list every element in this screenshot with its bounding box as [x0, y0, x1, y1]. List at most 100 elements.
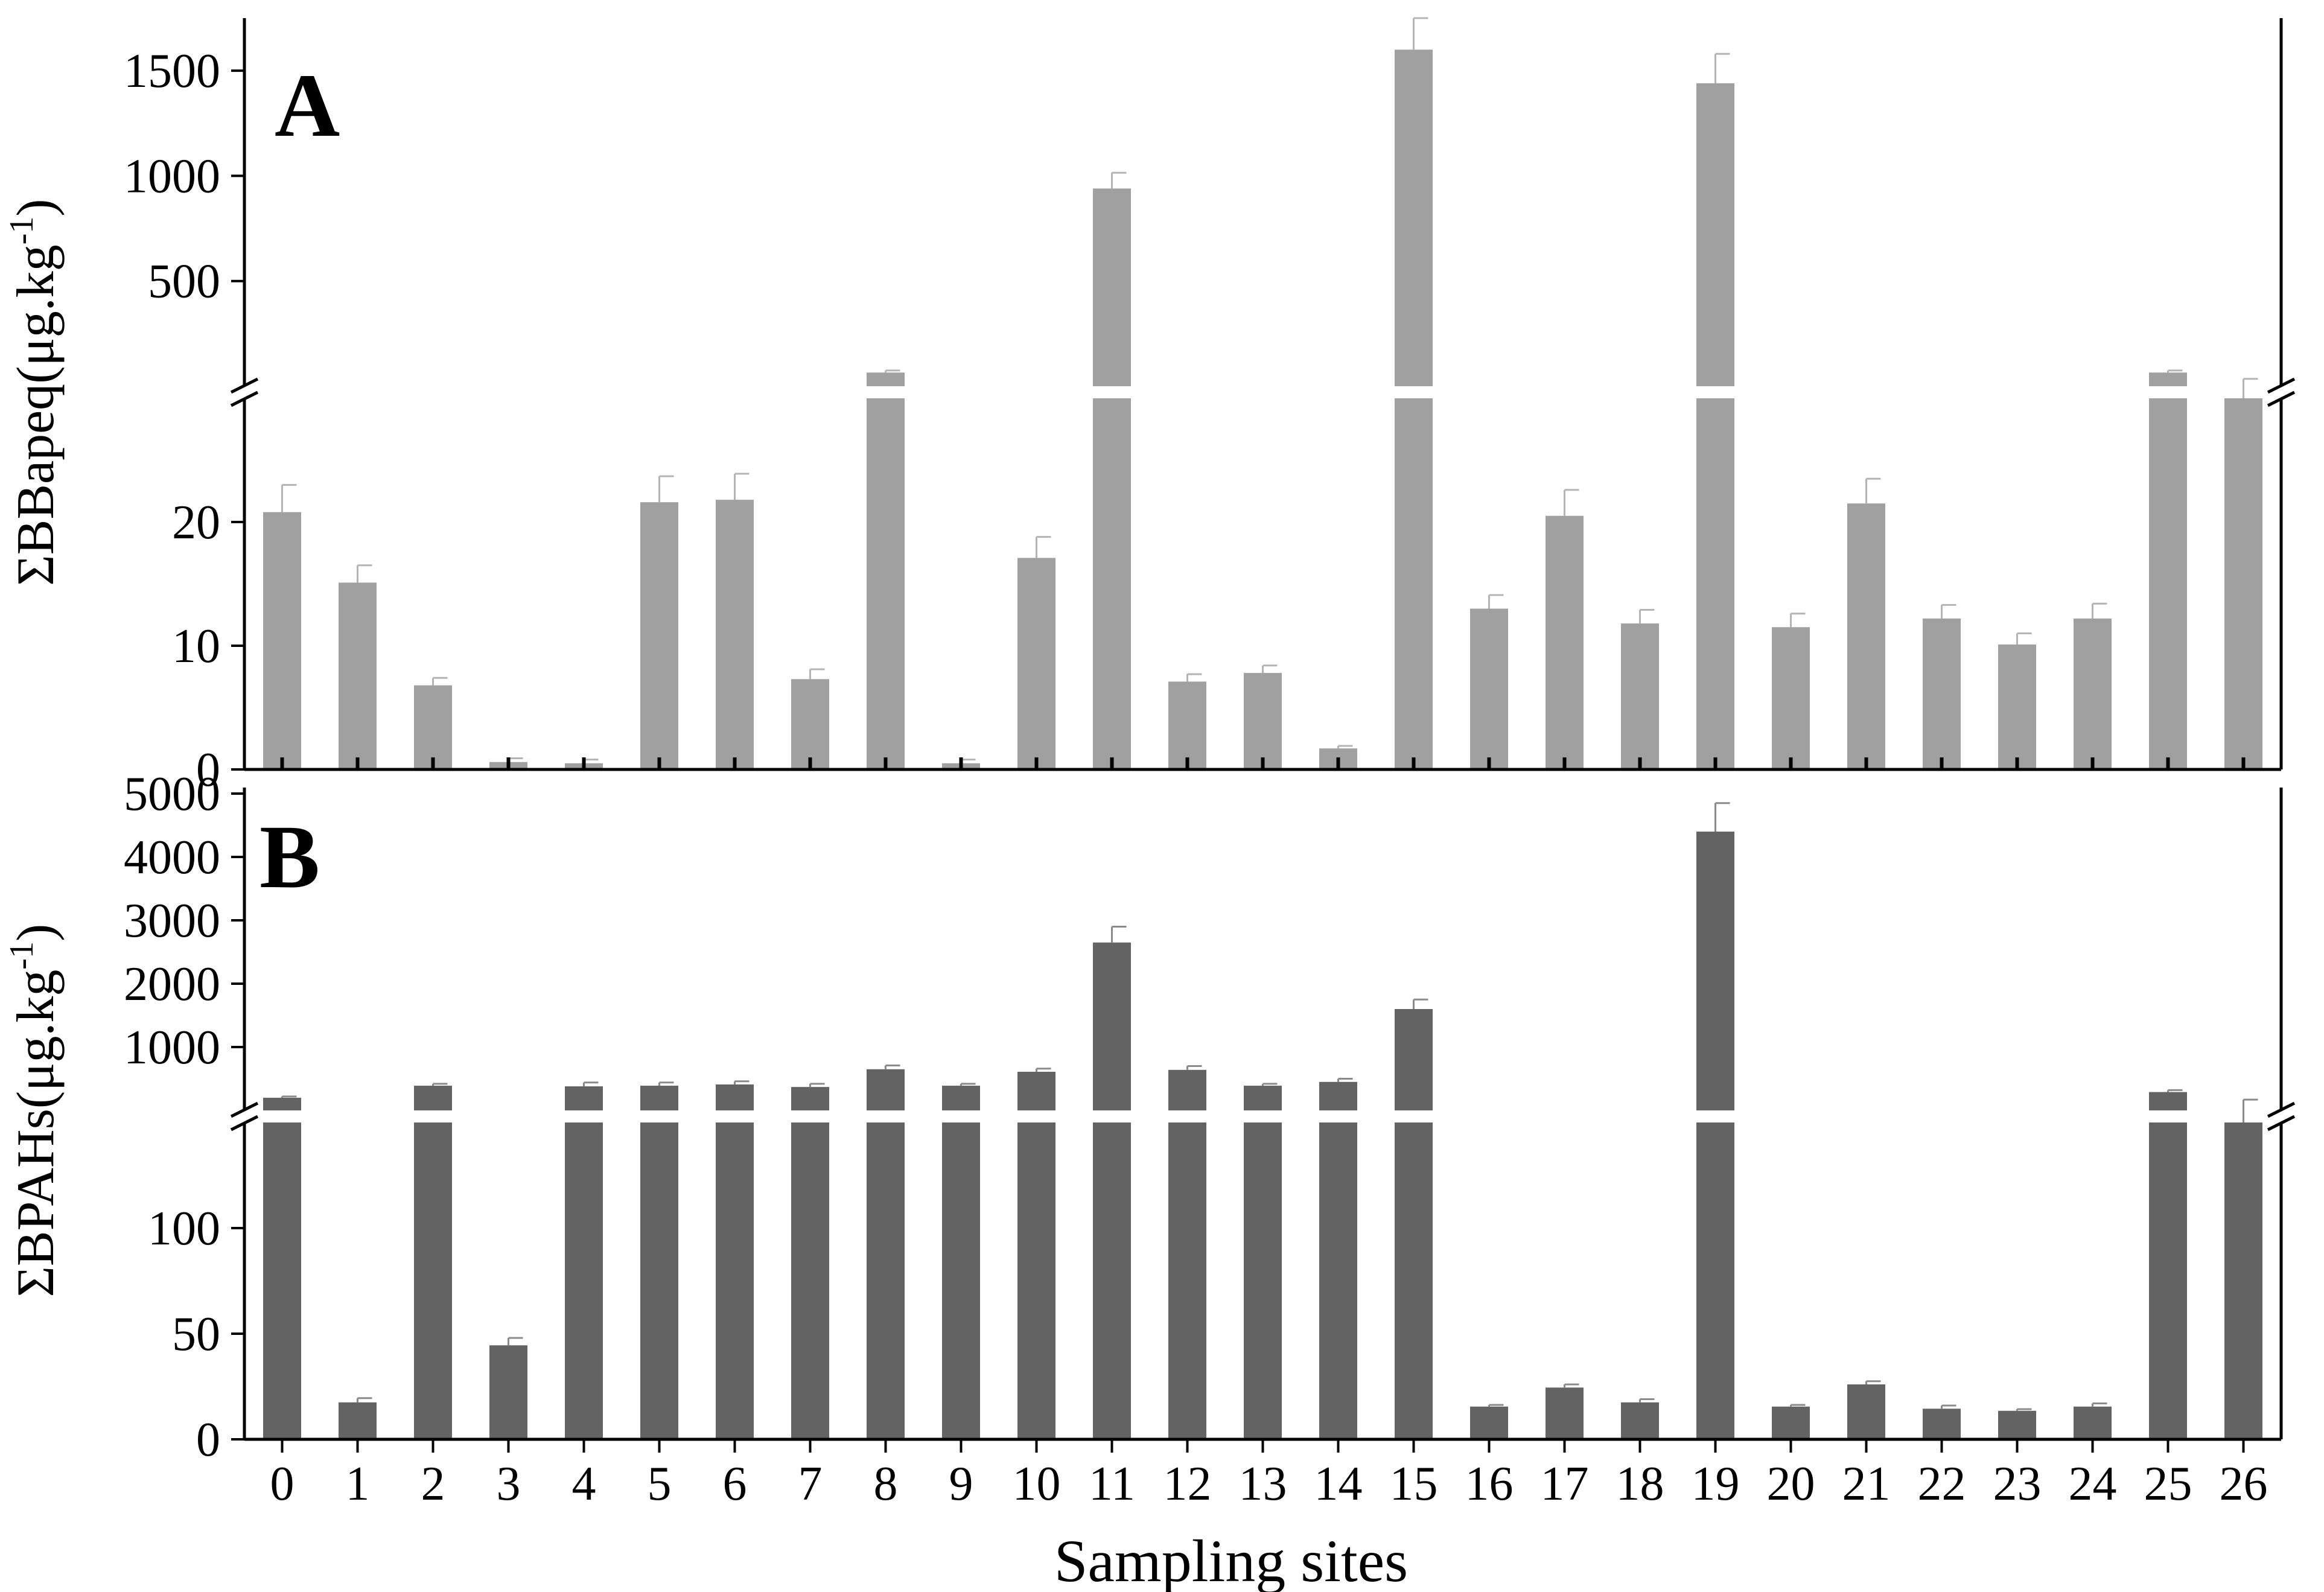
- error-bar-site-6: [734, 473, 750, 500]
- x-tick-label-16: 16: [1465, 1457, 1514, 1511]
- bar-site-16: [1470, 1406, 1508, 1439]
- error-bar-site-19: [1714, 802, 1730, 832]
- bar-site-18: [1621, 623, 1659, 769]
- error-bar-site-2: [432, 677, 448, 686]
- panel-label-b: B: [259, 807, 320, 907]
- bar-break-gap: [262, 1110, 302, 1122]
- x-tick-label-17: 17: [1541, 1457, 1589, 1511]
- axis-break-gap: [2274, 1110, 2288, 1122]
- bar-break-gap: [941, 1110, 981, 1122]
- error-bar-site-14: [1337, 1078, 1353, 1082]
- y-tick-label-1000: 1000: [124, 1021, 220, 1074]
- bar-site-13: [1244, 1086, 1282, 1439]
- axis-break-gap: [2274, 386, 2288, 398]
- bar-site-23: [1998, 1410, 2036, 1439]
- bar-site-12: [1168, 1069, 1206, 1439]
- error-bar-site-19: [1714, 53, 1730, 84]
- bar-site-25: [2149, 372, 2187, 769]
- x-tick-label-2: 2: [421, 1457, 445, 1511]
- error-bar-site-25: [2167, 369, 2183, 373]
- error-bar-site-12: [1186, 673, 1202, 682]
- bar-site-0: [263, 512, 301, 769]
- error-bar-site-14: [1337, 745, 1353, 749]
- error-bar-site-5: [658, 475, 674, 503]
- error-bar-site-16: [1488, 594, 1504, 609]
- axis-break-left: [230, 377, 259, 407]
- bar-site-7: [791, 1087, 829, 1439]
- bar-site-15: [1395, 49, 1433, 769]
- bar-site-23: [1998, 644, 2036, 769]
- y-tick-label-0: 0: [196, 1413, 220, 1466]
- bar-site-20: [1772, 1406, 1810, 1439]
- error-bar-site-3: [508, 757, 523, 762]
- error-bar-site-20: [1790, 613, 1806, 628]
- bar-break-gap: [639, 1110, 680, 1122]
- error-bar-site-0: [281, 1095, 297, 1098]
- error-bar-site-9: [960, 1083, 976, 1086]
- bar-break-gap: [865, 386, 906, 398]
- bar-break-gap: [1318, 1110, 1358, 1122]
- error-bar-site-9: [960, 759, 976, 763]
- bar-break-gap: [865, 1110, 906, 1122]
- error-bar-site-11: [1111, 926, 1127, 943]
- error-bar-site-18: [1639, 609, 1655, 624]
- y-axis-title: ΣBPAHs(μg.kg-1): [3, 924, 65, 1297]
- error-bar-site-23: [2016, 632, 2032, 645]
- bar-site-14: [1319, 1081, 1357, 1439]
- bar-site-11: [1093, 942, 1131, 1439]
- x-tick-label-24: 24: [2069, 1457, 2117, 1511]
- error-bar-site-17: [1564, 1383, 1579, 1388]
- error-bar-site-20: [1790, 1404, 1806, 1407]
- x-tick-label-11: 11: [1089, 1457, 1135, 1511]
- bar-site-6: [716, 500, 754, 769]
- error-bar-site-24: [2092, 602, 2107, 619]
- bar-site-1: [339, 1402, 377, 1439]
- y-tick-label-50: 50: [172, 1308, 220, 1361]
- y-axis-title: ΣBBapeq(μg.kg-1): [3, 199, 65, 585]
- x-tick-label-25: 25: [2144, 1457, 2192, 1511]
- bar-break-gap: [1092, 1110, 1132, 1122]
- bar-site-11: [1093, 188, 1131, 769]
- bar-site-22: [1923, 1409, 1961, 1439]
- y-tick-label-5000: 5000: [124, 768, 220, 821]
- error-bar-site-10: [1036, 1068, 1051, 1072]
- axis-break-gap: [237, 1110, 252, 1122]
- error-bar-site-24: [2092, 1403, 2107, 1407]
- error-bar-site-25: [2167, 1089, 2183, 1092]
- bar-break-gap: [1393, 1110, 1434, 1122]
- bar-site-10: [1017, 1071, 1055, 1439]
- x-tick-label-10: 10: [1013, 1457, 1061, 1511]
- bar-site-21: [1847, 503, 1885, 769]
- bar-break-gap: [790, 1110, 830, 1122]
- axis-break-gap: [237, 386, 252, 398]
- bar-site-3: [489, 1345, 527, 1439]
- error-bar-site-26: [2243, 378, 2258, 398]
- y-tick-label-500: 500: [148, 255, 220, 308]
- bar-site-22: [1923, 618, 1961, 769]
- x-tick-label-3: 3: [497, 1457, 521, 1511]
- error-bar-site-2: [432, 1083, 448, 1086]
- error-bar-site-22: [1941, 1404, 1956, 1409]
- error-bar-site-7: [809, 1083, 825, 1087]
- bar-site-16: [1470, 608, 1508, 769]
- bar-site-26: [2224, 398, 2262, 769]
- bar-site-19: [1696, 832, 1734, 1439]
- axis-break-left: [230, 1101, 259, 1132]
- error-bar-site-5: [658, 1081, 674, 1086]
- bar-break-gap: [1393, 386, 1434, 398]
- bar-break-gap: [2148, 386, 2188, 398]
- bar-site-2: [414, 685, 452, 769]
- bar-break-gap: [1092, 386, 1132, 398]
- error-bar-site-4: [583, 1081, 599, 1087]
- bar-site-1: [339, 582, 377, 769]
- error-bar-site-1: [357, 564, 372, 583]
- error-bar-site-3: [508, 1337, 523, 1346]
- error-bar-site-13: [1262, 664, 1278, 673]
- bar-site-24: [2074, 1406, 2112, 1439]
- x-tick-label-7: 7: [798, 1457, 823, 1511]
- bar-site-6: [716, 1084, 754, 1439]
- axis-break-right: [2267, 1101, 2296, 1132]
- bar-site-17: [1546, 1387, 1584, 1439]
- x-tick-label-6: 6: [723, 1457, 747, 1511]
